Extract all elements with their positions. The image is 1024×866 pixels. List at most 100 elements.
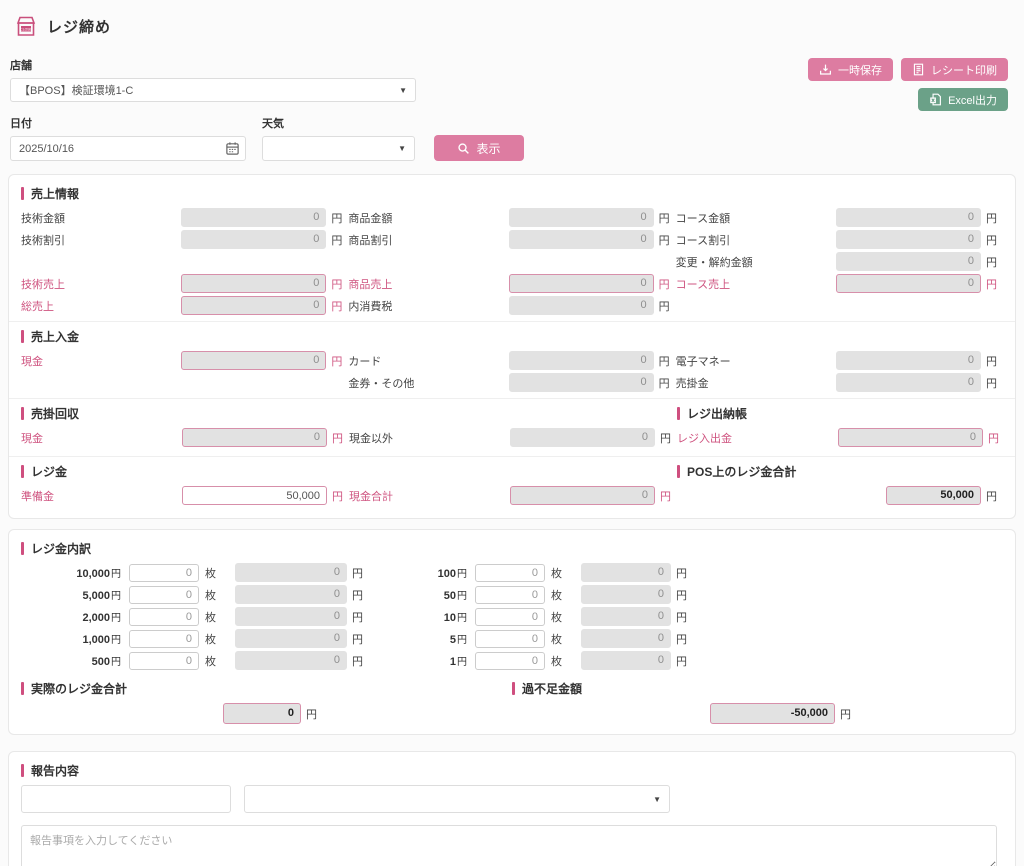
section-sales-info: 売上情報	[21, 185, 1003, 202]
breakdown-row-2000: 2,000円枚0円	[21, 607, 369, 626]
field-pos-total: 50,000 円	[677, 486, 1003, 505]
count-input-2000[interactable]	[129, 607, 199, 626]
breakdown-row-100: 100円枚0円	[397, 563, 693, 582]
field-receivable-cash: 現金 0 円	[21, 428, 349, 447]
store-select-value: 【BPOS】検証環境1-C	[19, 85, 134, 97]
field-value: 0	[508, 230, 654, 249]
date-group: 日付	[10, 115, 246, 161]
section-sales-deposit: 売上入金	[21, 328, 1003, 345]
count-input-5000[interactable]	[129, 585, 199, 604]
page-header: CLOSE レジ締め	[0, 0, 1024, 37]
date-label: 日付	[10, 118, 32, 130]
field-value: 0	[181, 274, 327, 293]
breakdown-left-column: 10,000円枚0円 5,000円枚0円 2,000円枚0円 1,000円枚0円…	[21, 563, 369, 670]
count-input-500[interactable]	[129, 651, 199, 670]
field-product-sales: 商品売上 0 円	[348, 274, 675, 293]
field-course-amount: コース金額 0 円	[676, 208, 1003, 227]
field-value: 0	[508, 296, 654, 315]
svg-text:CLOSE: CLOSE	[20, 27, 32, 31]
save-icon	[819, 63, 832, 76]
show-button[interactable]: 表示	[434, 135, 524, 161]
breakdown-panel: レジ金内訳 10,000円枚0円 5,000円枚0円 2,000円枚0円 1,0…	[8, 529, 1016, 735]
field-value: 0	[508, 373, 654, 392]
count-input-1000[interactable]	[129, 629, 199, 648]
pos-total-value: 50,000	[886, 486, 981, 505]
field-product-amount: 商品金額 0 円	[348, 208, 675, 227]
field-receivable-noncash: 現金以外 0 円	[349, 428, 677, 447]
field-value: 0	[838, 428, 983, 447]
amount-value: 0	[581, 629, 671, 648]
divider	[9, 398, 1015, 399]
field-total-sales: 総売上 0 円	[21, 296, 348, 315]
field-deposit-card: カード 0 円	[348, 351, 675, 370]
report-select[interactable]: ▼	[244, 785, 670, 813]
amount-value: 0	[581, 585, 671, 604]
amount-value: 0	[235, 563, 347, 582]
count-input-10[interactable]	[475, 607, 545, 626]
field-value: 0	[835, 230, 981, 249]
field-difference: -50,000 円	[512, 703, 1003, 724]
breakdown-right-column: 100円枚0円 50円枚0円 10円枚0円 5円枚0円 1円枚0円	[397, 563, 693, 670]
amount-value: 0	[581, 563, 671, 582]
count-input-50[interactable]	[475, 585, 545, 604]
section-breakdown: レジ金内訳	[21, 540, 1003, 557]
date-input[interactable]	[10, 136, 246, 161]
report-textarea[interactable]	[21, 825, 997, 866]
filters: 店舗 【BPOS】検証環境1-C ▼ 日付	[0, 57, 1024, 161]
store-label: 店舗	[10, 60, 32, 72]
field-change-cancel-amount: 変更・解約金額 0 円	[676, 252, 1003, 271]
excel-export-button[interactable]: Excel出力	[918, 88, 1008, 111]
field-value: 0	[835, 208, 981, 227]
section-report: 報告内容	[21, 762, 1003, 779]
search-icon	[457, 142, 470, 155]
field-deposit-cash: 現金 0 円	[21, 351, 348, 370]
breakdown-row-1000: 1,000円枚0円	[21, 629, 369, 648]
actual-total-value: 0	[223, 703, 301, 724]
amount-value: 0	[235, 629, 347, 648]
count-input-5[interactable]	[475, 629, 545, 648]
breakdown-row-10: 10円枚0円	[397, 607, 693, 626]
field-course-discount: コース割引 0 円	[676, 230, 1003, 249]
amount-value: 0	[235, 585, 347, 604]
field-value: 0	[835, 351, 981, 370]
breakdown-row-500: 500円枚0円	[21, 651, 369, 670]
count-input-1[interactable]	[475, 651, 545, 670]
count-input-100[interactable]	[475, 563, 545, 582]
store-select[interactable]: 【BPOS】検証環境1-C ▼	[10, 78, 416, 102]
section-pos-total: POS上のレジ金合計	[677, 463, 1003, 480]
field-value: 0	[510, 428, 655, 447]
field-technical-discount: 技術割引 0 円	[21, 230, 348, 249]
count-input-10000[interactable]	[129, 563, 199, 582]
amount-value: 0	[235, 607, 347, 626]
breakdown-row-5000: 5,000円枚0円	[21, 585, 369, 604]
field-value: 0	[181, 230, 327, 249]
calendar-icon[interactable]	[225, 141, 240, 156]
field-cashbook-inout: レジ入出金 0 円	[677, 428, 1005, 447]
chevron-down-icon: ▼	[399, 85, 407, 95]
field-actual-total: 0 円	[21, 703, 512, 724]
receipt-icon	[912, 63, 925, 76]
field-value: 0	[181, 296, 327, 315]
page-title: レジ締め	[47, 19, 112, 36]
report-text-input[interactable]	[21, 785, 231, 813]
weather-select[interactable]: ▼	[262, 136, 415, 161]
temp-save-button[interactable]: 一時保存	[808, 58, 893, 81]
field-value: 0	[508, 351, 654, 370]
field-consumption-tax: 内消費税 0 円	[348, 296, 675, 315]
weather-label: 天気	[262, 118, 284, 130]
field-technical-sales: 技術売上 0 円	[21, 274, 348, 293]
receipt-print-button[interactable]: レシート印刷	[901, 58, 1008, 81]
divider	[9, 321, 1015, 322]
difference-value: -50,000	[710, 703, 835, 724]
field-value: 0	[181, 351, 327, 370]
section-difference: 過不足金額	[512, 680, 1003, 697]
breakdown-row-50: 50円枚0円	[397, 585, 693, 604]
breakdown-row-10000: 10,000円枚0円	[21, 563, 369, 582]
toolbar: 一時保存 レシート印刷 Ex	[808, 58, 1008, 111]
reserve-fund-input[interactable]	[182, 486, 327, 505]
field-value: 0	[835, 252, 981, 271]
sales-panel: 売上情報 技術金額 0 円 商品金額 0 円 コース金額 0 円 技術割引 0 円 商品割引 0 円…	[8, 174, 1016, 519]
amount-value: 0	[581, 651, 671, 670]
field-deposit-voucher: 金券・その他 0 円	[348, 373, 675, 392]
